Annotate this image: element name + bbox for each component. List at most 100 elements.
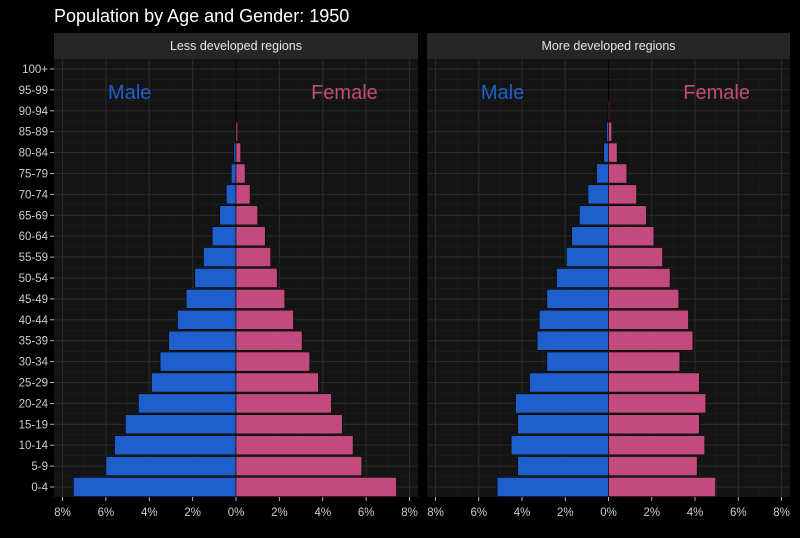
bar-male-45-49 — [547, 289, 609, 308]
bar-female-20-24 — [236, 394, 331, 413]
y-tick-label: 5-9 — [31, 461, 48, 473]
x-tick-label: 2% — [184, 507, 201, 519]
y-tick-label: 80-84 — [19, 148, 49, 160]
x-tick-label: 6% — [470, 507, 487, 519]
bar-female-35-39 — [236, 331, 302, 350]
y-tick-label: 20-24 — [19, 398, 49, 410]
y-tick-label: 65-69 — [19, 210, 48, 222]
bar-female-15-19 — [609, 415, 700, 434]
male-label: Male — [481, 82, 524, 104]
bar-female-55-59 — [236, 247, 271, 266]
bar-female-50-54 — [609, 268, 671, 287]
y-tick-label: 50-54 — [19, 273, 49, 285]
y-tick-label: 45-49 — [19, 294, 48, 306]
x-tick-label: 6% — [730, 507, 747, 519]
bar-female-60-64 — [236, 227, 265, 246]
x-tick-label: 2% — [557, 507, 574, 519]
panel-strip-label: More developed regions — [541, 39, 675, 53]
bar-male-55-59 — [566, 247, 608, 266]
x-tick-label: 0% — [228, 507, 245, 519]
bar-male-60-64 — [212, 227, 236, 246]
x-tick-label: 0% — [600, 507, 617, 519]
bar-female-90-94 — [609, 101, 610, 120]
bar-male-0-4 — [73, 477, 236, 496]
x-tick-label: 4% — [687, 507, 704, 519]
y-tick-label: 40-44 — [19, 315, 49, 327]
bar-male-20-24 — [516, 394, 609, 413]
bar-male-50-54 — [557, 268, 609, 287]
bar-female-75-79 — [236, 164, 245, 183]
bar-male-75-79 — [597, 164, 609, 183]
bar-female-10-14 — [236, 436, 353, 455]
bar-female-70-74 — [609, 185, 637, 204]
y-tick-label: 70-74 — [19, 189, 49, 201]
bar-female-40-44 — [609, 310, 689, 329]
bar-male-65-69 — [579, 206, 608, 225]
bar-male-50-54 — [195, 268, 236, 287]
bar-female-40-44 — [236, 310, 293, 329]
chart-title: Population by Age and Gender: 1950 — [54, 6, 349, 26]
bar-male-80-84 — [604, 143, 609, 162]
bar-male-40-44 — [539, 310, 608, 329]
bar-male-70-74 — [588, 185, 609, 204]
x-tick-label: 4% — [514, 507, 531, 519]
bar-male-10-14 — [115, 436, 236, 455]
y-tick-label: 15-19 — [19, 419, 48, 431]
bar-male-55-59 — [203, 247, 236, 266]
x-tick-label: 8% — [427, 507, 444, 519]
y-tick-label: 60-64 — [19, 231, 49, 243]
x-tick-label: 8% — [773, 507, 790, 519]
bar-female-30-34 — [236, 352, 310, 371]
bar-female-75-79 — [609, 164, 627, 183]
y-tick-label: 85-89 — [19, 127, 48, 139]
y-tick-label: 30-34 — [19, 357, 49, 369]
bar-female-0-4 — [236, 477, 396, 496]
bar-male-60-64 — [572, 227, 609, 246]
bar-male-35-39 — [169, 331, 236, 350]
bar-male-70-74 — [226, 185, 236, 204]
y-tick-label: 35-39 — [19, 336, 48, 348]
bar-female-65-69 — [609, 206, 647, 225]
y-tick-label: 10-14 — [19, 440, 49, 452]
bar-female-5-9 — [236, 456, 362, 475]
bar-male-20-24 — [138, 394, 236, 413]
bar-female-65-69 — [236, 206, 258, 225]
x-tick-label: 2% — [271, 507, 288, 519]
bar-female-85-89 — [236, 122, 238, 141]
bar-male-30-34 — [547, 352, 609, 371]
y-tick-label: 0-4 — [31, 482, 48, 494]
bar-male-10-14 — [511, 436, 608, 455]
bar-male-45-49 — [186, 289, 236, 308]
x-tick-label: 8% — [54, 507, 71, 519]
bar-female-85-89 — [609, 122, 612, 141]
y-tick-label: 55-59 — [19, 252, 48, 264]
female-label: Female — [311, 82, 378, 104]
bar-female-80-84 — [609, 143, 618, 162]
bar-female-55-59 — [609, 247, 663, 266]
bar-male-15-19 — [125, 415, 236, 434]
bar-male-5-9 — [518, 456, 609, 475]
bar-male-75-79 — [231, 164, 236, 183]
y-tick-label: 100+ — [22, 64, 48, 76]
y-tick-label: 75-79 — [19, 169, 48, 181]
bar-male-0-4 — [497, 477, 608, 496]
bar-female-80-84 — [236, 143, 241, 162]
bar-male-40-44 — [177, 310, 236, 329]
bar-male-30-34 — [160, 352, 236, 371]
bar-male-80-84 — [234, 143, 236, 162]
bar-female-50-54 — [236, 268, 277, 287]
bar-female-45-49 — [236, 289, 285, 308]
bar-male-15-19 — [518, 415, 609, 434]
bar-female-25-29 — [609, 373, 700, 392]
y-tick-label: 95-99 — [19, 85, 48, 97]
x-tick-label: 8% — [401, 507, 418, 519]
bar-male-35-39 — [537, 331, 608, 350]
bar-female-30-34 — [609, 352, 680, 371]
bar-male-5-9 — [106, 456, 236, 475]
bar-female-45-49 — [609, 289, 679, 308]
y-tick-label: 25-29 — [19, 378, 48, 390]
panel-strip-label: Less developed regions — [170, 39, 302, 53]
x-tick-label: 6% — [358, 507, 375, 519]
